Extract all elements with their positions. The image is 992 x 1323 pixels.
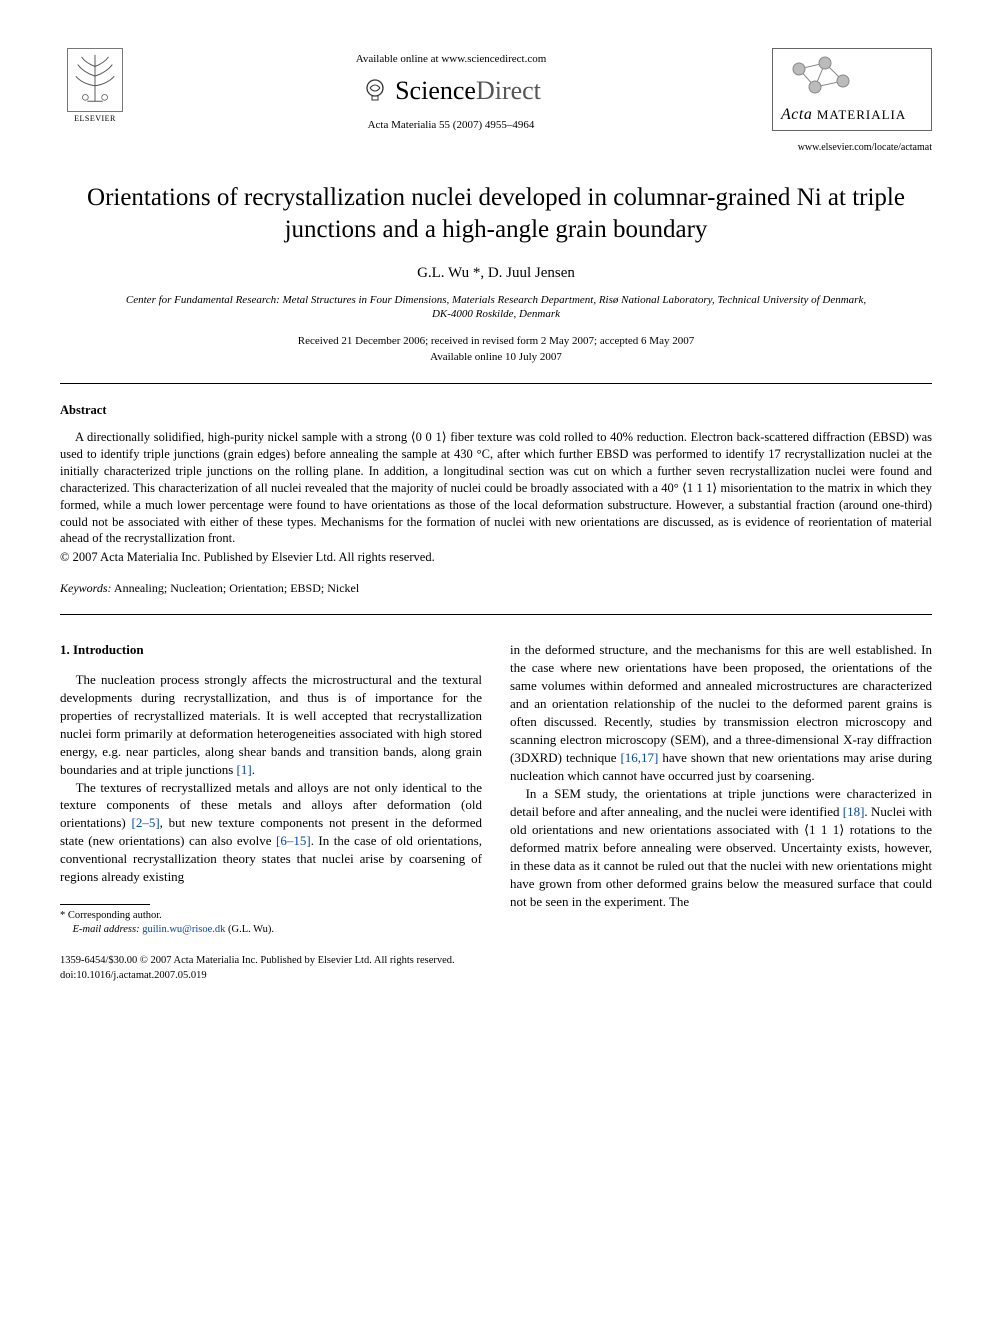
rp1-text-a: in the deformed structure, and the mecha…	[510, 642, 932, 765]
ref-link-6-15[interactable]: [6–15]	[276, 833, 311, 848]
footer-doi: doi:10.1016/j.actamat.2007.05.019	[60, 969, 932, 983]
keywords-label: Keywords:	[60, 581, 112, 595]
header-center: Available online at www.sciencedirect.co…	[130, 48, 772, 133]
acta-title-smallcaps: MATERIALIA	[817, 107, 906, 122]
available-online-date: Available online 10 July 2007	[60, 350, 932, 365]
intro-para-2-continued: in the deformed structure, and the mecha…	[510, 641, 932, 785]
elsevier-tree-icon	[67, 48, 123, 112]
abstract-heading: Abstract	[60, 402, 932, 419]
email-label: E-mail address:	[73, 924, 140, 935]
intro-para-3: In a SEM study, the orientations at trip…	[510, 785, 932, 911]
journal-url: www.elsevier.com/locate/actamat	[60, 141, 932, 155]
authors: G.L. Wu *, D. Juul Jensen	[60, 263, 932, 283]
keywords: Keywords: Annealing; Nucleation; Orienta…	[60, 580, 932, 596]
ref-link-18[interactable]: [18]	[843, 804, 865, 819]
rule-bottom	[60, 614, 932, 615]
intro-para-1: The nucleation process strongly affects …	[60, 671, 482, 779]
abstract-text: A directionally solidified, high-purity …	[60, 430, 932, 545]
received-dates: Received 21 December 2006; received in r…	[60, 334, 932, 349]
rule-top	[60, 383, 932, 384]
journal-header: ELSEVIER Available online at www.science…	[60, 48, 932, 133]
footer-line-1: 1359-6454/$30.00 © 2007 Acta Materialia …	[60, 954, 932, 968]
journal-reference: Acta Materialia 55 (2007) 4955–4964	[130, 118, 772, 133]
right-column: in the deformed structure, and the mecha…	[510, 641, 932, 936]
body-columns: 1. Introduction The nucleation process s…	[60, 641, 932, 936]
abstract-copyright: © 2007 Acta Materialia Inc. Published by…	[60, 549, 932, 566]
acta-title-italic: Acta	[781, 106, 812, 123]
ref-link-16-17[interactable]: [16,17]	[620, 750, 658, 765]
footnote-separator	[60, 904, 150, 905]
ref-link-2-5[interactable]: [2–5]	[131, 815, 159, 830]
available-online-text: Available online at www.sciencedirect.co…	[130, 52, 772, 67]
email-suffix: (G.L. Wu).	[225, 924, 274, 935]
email-link[interactable]: guilin.wu@risoe.dk	[142, 924, 225, 935]
sciencedirect-icon	[361, 76, 389, 104]
acta-molecule-icon	[781, 55, 921, 99]
left-column: 1. Introduction The nucleation process s…	[60, 641, 482, 936]
p1-text-b: .	[252, 762, 255, 777]
keywords-list: Annealing; Nucleation; Orientation; EBSD…	[114, 581, 359, 595]
corresponding-author-footnote: * Corresponding author. E-mail address: …	[60, 909, 482, 936]
p1-text-a: The nucleation process strongly affects …	[60, 672, 482, 777]
affiliation: Center for Fundamental Research: Metal S…	[120, 293, 872, 322]
email-line: E-mail address: guilin.wu@risoe.dk (G.L.…	[60, 923, 482, 937]
sciencedirect-text: ScienceDirect	[395, 73, 541, 108]
intro-para-2: The textures of recrystallized metals an…	[60, 779, 482, 887]
footer-copyright: 1359-6454/$30.00 © 2007 Acta Materialia …	[60, 954, 932, 982]
ref-link-1[interactable]: [1]	[237, 762, 252, 777]
elsevier-label: ELSEVIER	[60, 114, 130, 125]
article-title: Orientations of recrystallization nuclei…	[80, 182, 912, 245]
rp2-text-b: . Nuclei with old orientations and new o…	[510, 804, 932, 909]
acta-title: Acta MATERIALIA	[781, 104, 923, 126]
sciencedirect-logo: ScienceDirect	[130, 73, 772, 108]
section-1-heading: 1. Introduction	[60, 641, 482, 659]
elsevier-logo: ELSEVIER	[60, 48, 130, 125]
acta-materialia-logo: Acta MATERIALIA	[772, 48, 932, 131]
abstract-body: A directionally solidified, high-purity …	[60, 429, 932, 547]
corresponding-label: * Corresponding author.	[60, 909, 482, 923]
